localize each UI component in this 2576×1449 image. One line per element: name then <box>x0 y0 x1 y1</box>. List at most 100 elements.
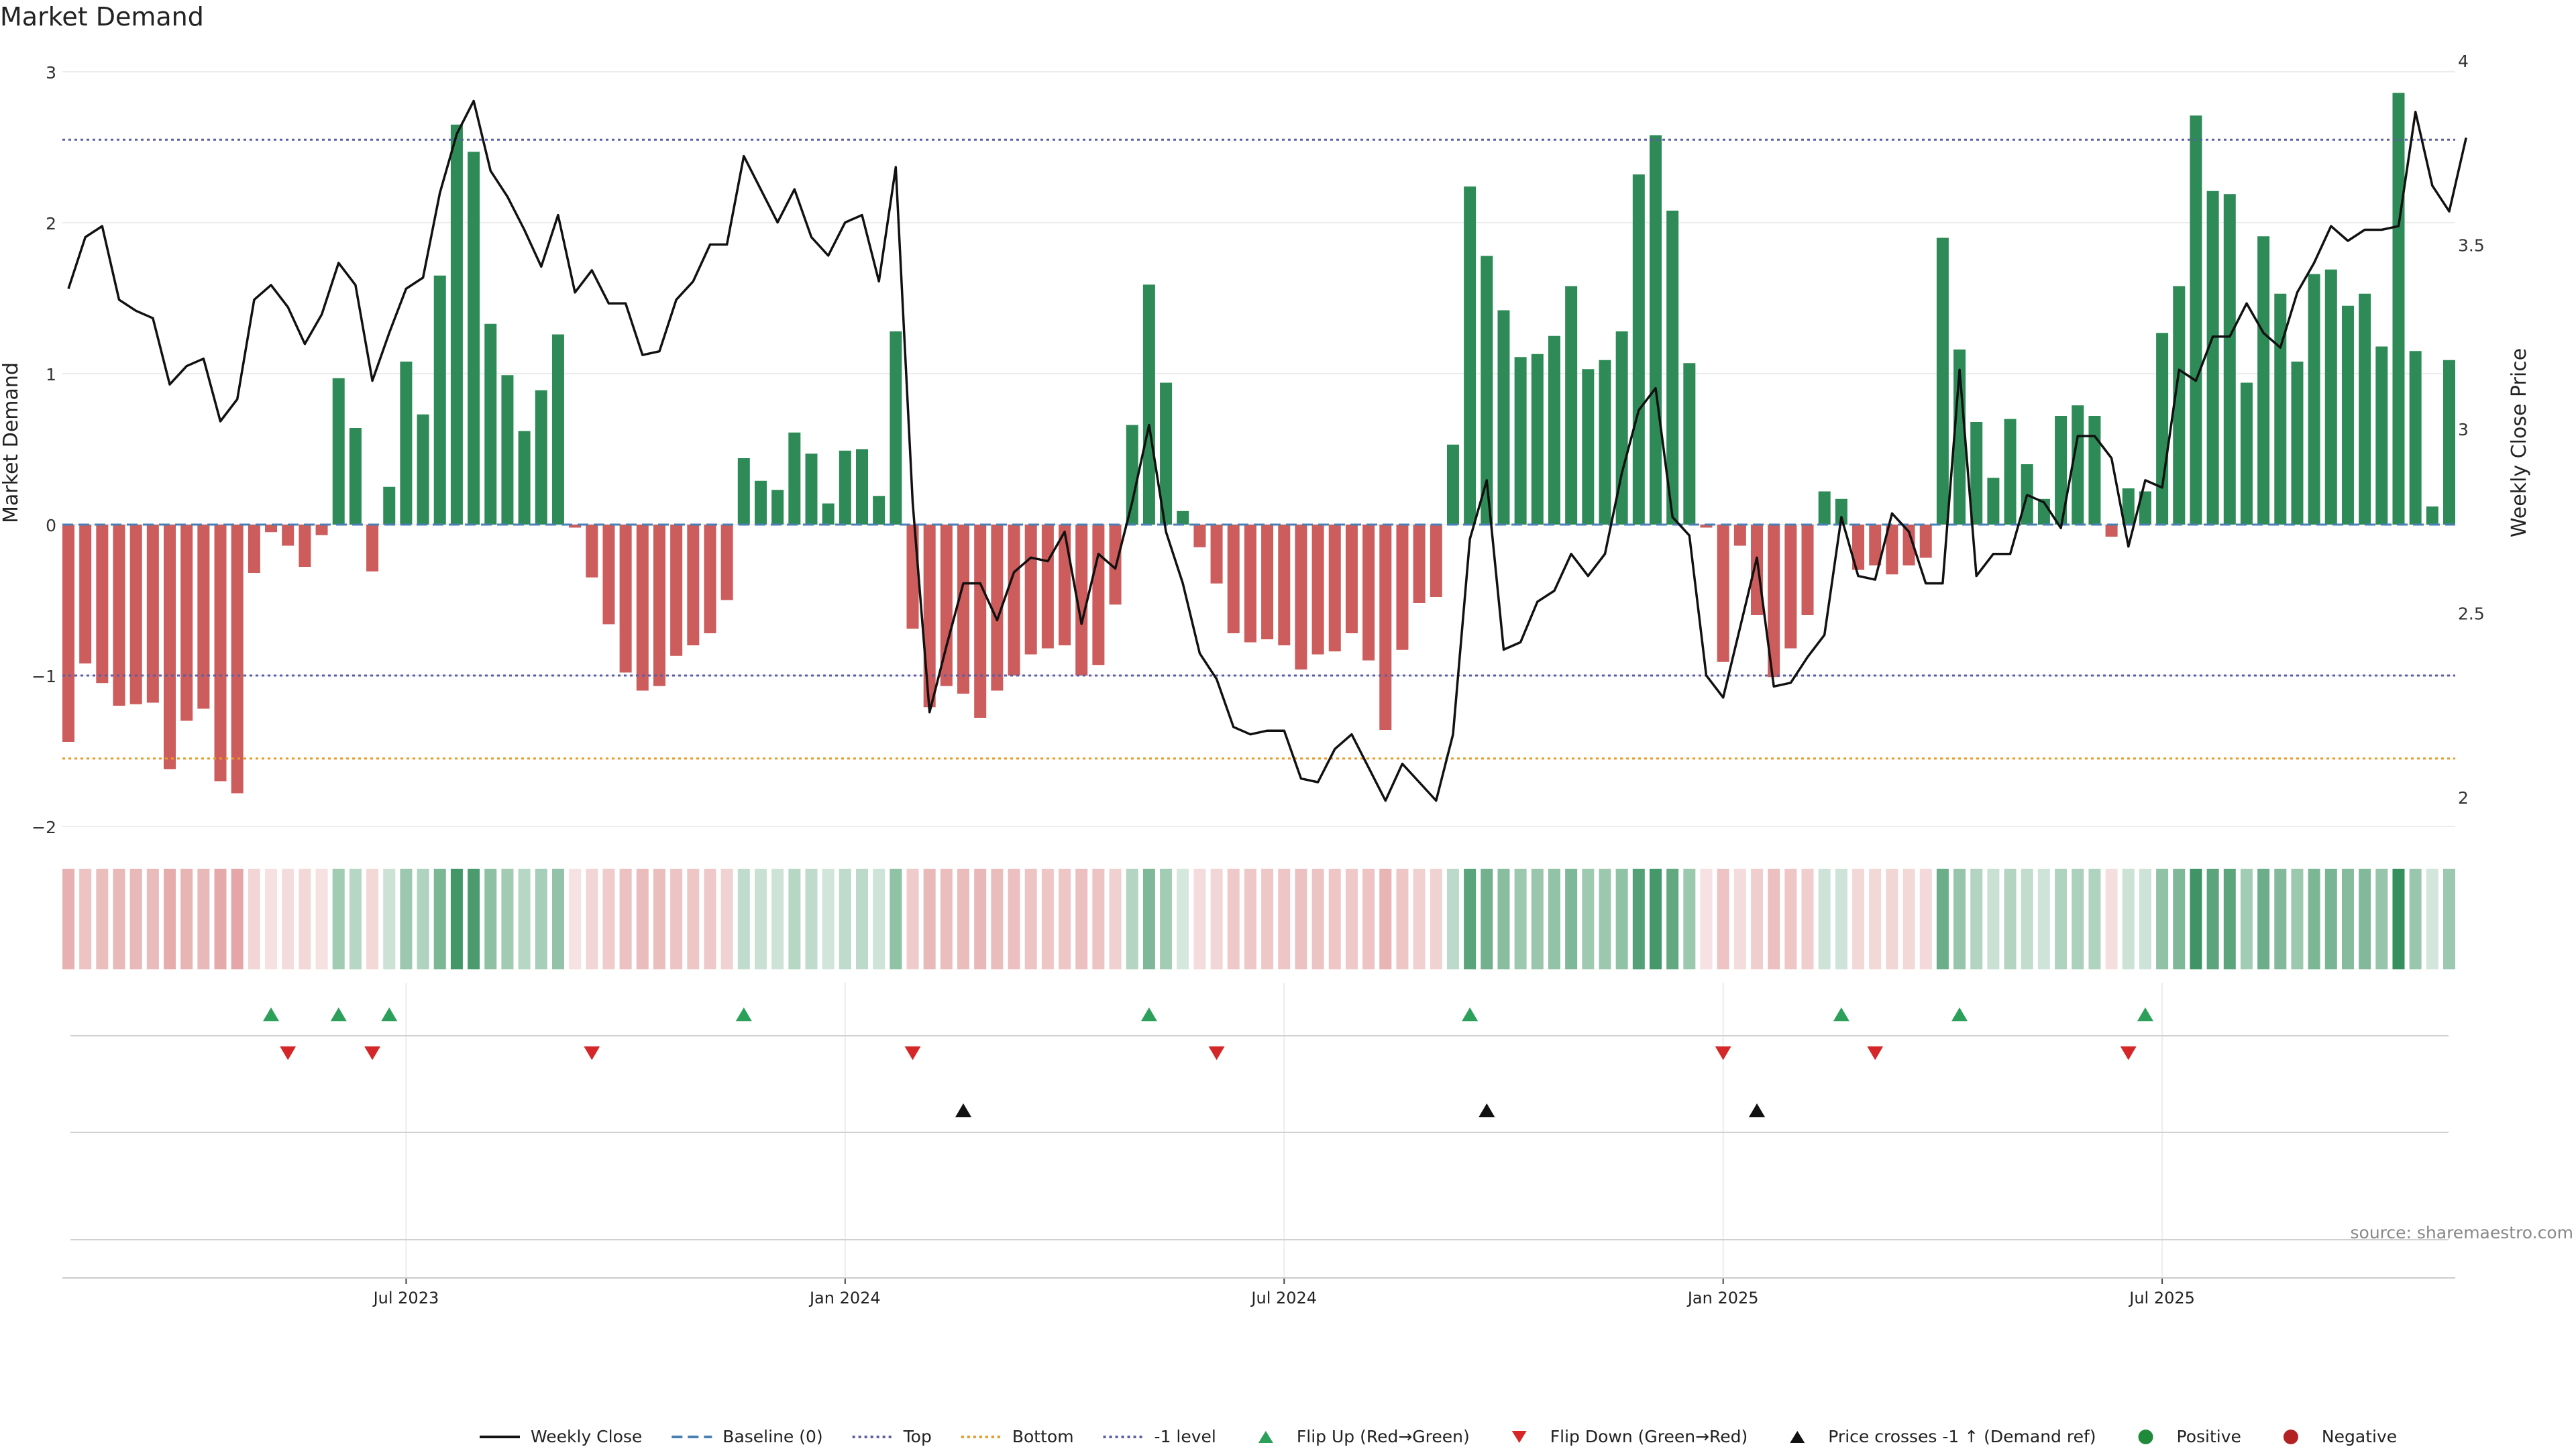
heat-strip-cell <box>450 869 463 969</box>
heat-strip-cell <box>197 869 210 969</box>
heat-strip-cell <box>957 869 970 969</box>
demand-bar <box>1193 525 1206 547</box>
demand-bar <box>2308 274 2320 525</box>
demand-bar <box>636 525 649 691</box>
heat-strip-cell <box>2206 869 2219 969</box>
heat-strip-cell <box>146 869 159 969</box>
demand-bar <box>1531 354 1544 525</box>
demand-bar <box>1852 525 1865 570</box>
y-tick-label-right: 4 <box>2458 52 2469 71</box>
heat-strip-cell <box>1869 869 1882 969</box>
heat-strip-cell <box>433 869 446 969</box>
chart-title: Market Demand <box>0 2 204 32</box>
demand-bar <box>180 525 193 721</box>
heat-strip-cell <box>940 869 953 969</box>
heat-strip-cell <box>636 869 649 969</box>
demand-bar <box>720 525 733 600</box>
heat-strip-cell <box>417 869 429 969</box>
heat-strip-cell <box>923 869 936 969</box>
heat-strip-cell <box>2324 869 2337 969</box>
heat-strip-cell <box>1514 869 1527 969</box>
heat-strip-cell <box>2072 869 2084 969</box>
demand-bar <box>1160 382 1173 525</box>
demand-bar <box>1565 286 1578 525</box>
y-tick-label-left: −1 <box>32 667 56 686</box>
demand-bar <box>1970 422 1983 525</box>
heat-strip-cell <box>2240 869 2253 969</box>
heat-strip-cell <box>1362 869 1375 969</box>
heat-strip-cell <box>1548 869 1560 969</box>
demand-bar <box>468 152 480 525</box>
demand-bar <box>417 414 429 525</box>
heat-strip-cell <box>2274 869 2287 969</box>
y-tick-label-left: 0 <box>46 516 56 535</box>
demand-bar <box>1548 335 1560 525</box>
demand-bar <box>2139 491 2151 525</box>
legend-label: Baseline (0) <box>722 1427 822 1446</box>
demand-bar <box>1278 525 1291 645</box>
heat-strip-cell <box>1261 869 1274 969</box>
heat-strip-cell <box>2443 869 2455 969</box>
demand-bar <box>79 525 92 663</box>
demand-bar <box>1514 357 1527 525</box>
demand-bar <box>1936 237 1949 525</box>
demand-bar <box>1902 525 1915 566</box>
heat-strip-cell <box>586 869 598 969</box>
heat-strip-cell <box>2139 869 2151 969</box>
demand-bar <box>1751 525 1764 615</box>
demand-bar <box>1666 211 1679 525</box>
heat-strip-cell <box>2173 869 2186 969</box>
heat-strip-cell <box>1244 869 1256 969</box>
demand-bar <box>1328 525 1341 651</box>
heat-strip-cell <box>2004 869 2017 969</box>
demand-bar <box>1379 525 1392 730</box>
heat-strip-cell <box>484 869 497 969</box>
heat-strip-cell <box>2375 869 2388 969</box>
heat-strip-cell <box>873 869 885 969</box>
price-cross-marker <box>1749 1103 1766 1118</box>
heat-strip-cell <box>974 869 987 969</box>
heat-strip-cell <box>1717 869 1729 969</box>
heat-strip-cell <box>1886 869 1898 969</box>
heat-strip-cell <box>1210 869 1223 969</box>
heat-strip-cell <box>2055 869 2068 969</box>
demand-bar <box>619 525 632 673</box>
x-tick-label: Jan 2024 <box>808 1289 881 1307</box>
demand-bar <box>282 525 294 546</box>
y-tick-label-right: 3.5 <box>2458 236 2485 256</box>
heat-strip-cell <box>1413 869 1426 969</box>
heat-strip-cell <box>400 869 413 969</box>
legend: Weekly Close Baseline (0) Top Bottom -1 leve… <box>480 1427 2397 1446</box>
demand-bar <box>1582 369 1595 525</box>
heat-strip-cell <box>315 869 328 969</box>
demand-bar <box>2274 293 2287 525</box>
heat-strip-cell <box>1650 869 1662 969</box>
heat-strip-cell <box>1481 869 1493 969</box>
heat-strip-cell <box>1345 869 1358 969</box>
heat-strip-cell <box>1936 869 1949 969</box>
demand-bar <box>2240 382 2253 525</box>
demand-bar <box>1059 525 1071 645</box>
demand-bar <box>518 431 531 525</box>
demand-bar <box>1177 511 1189 525</box>
heat-strip-cell <box>2088 869 2101 969</box>
demand-bar <box>1615 331 1628 525</box>
heat-strip-cell <box>2291 869 2304 969</box>
demand-bar <box>146 525 159 703</box>
heat-strip-cell <box>1683 869 1696 969</box>
legend-label: Bottom <box>1012 1427 1074 1446</box>
demand-bar <box>1008 525 1020 676</box>
demand-bar <box>2206 191 2219 525</box>
heat-strip-cell <box>906 869 919 969</box>
heat-strip-cell <box>822 869 835 969</box>
demand-bars <box>62 93 2455 794</box>
heat-strip-cell <box>1599 869 1611 969</box>
demand-bar <box>332 378 345 525</box>
heat-strip-cell <box>2021 869 2033 969</box>
demand-bar <box>113 525 125 706</box>
x-tick-label: Jan 2025 <box>1686 1289 1759 1307</box>
demand-bar <box>856 449 868 525</box>
heat-strip-cell <box>1126 869 1138 969</box>
y-tick-label-right: 2.5 <box>2458 604 2485 624</box>
heat-strip-cell <box>687 869 700 969</box>
